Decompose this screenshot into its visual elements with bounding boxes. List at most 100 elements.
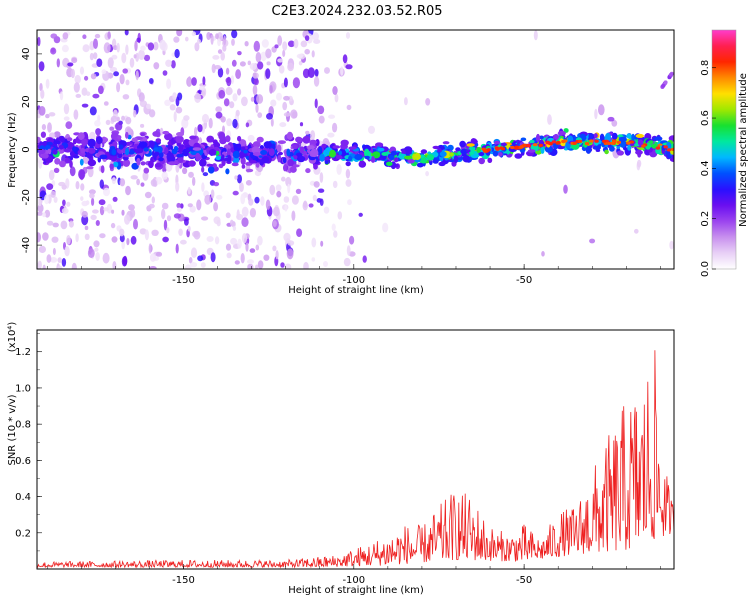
spectrogram-noise-blob bbox=[187, 76, 192, 87]
spectrogram-signal-blob bbox=[125, 147, 130, 156]
spectrogram-noise-blob bbox=[122, 255, 128, 266]
spectrogram-noise-blob bbox=[201, 216, 209, 221]
spectrogram-noise-blob bbox=[42, 232, 49, 241]
spectrogram-y-tick-label: -20 bbox=[21, 189, 32, 205]
spectrogram-noise-blob bbox=[40, 89, 45, 99]
spectrogram-noise-blob bbox=[232, 190, 239, 196]
colorbar-tick-label: 0.8 bbox=[700, 60, 711, 76]
spectrogram-noise-blob bbox=[46, 254, 52, 263]
spectrogram-signal-blob bbox=[296, 155, 306, 163]
spectrogram-noise-blob bbox=[210, 252, 216, 263]
spectrogram-noise-blob bbox=[41, 124, 47, 131]
spectrogram-noise-blob bbox=[293, 38, 299, 49]
spectrogram-noise-blob bbox=[50, 190, 56, 198]
spectrogram-noise-blob bbox=[184, 218, 189, 226]
spectrogram-noise-blob bbox=[125, 44, 129, 55]
spectrogram-y-axis-label: Frequency (Hz) bbox=[7, 112, 18, 188]
spectrogram-signal-blob bbox=[69, 160, 73, 168]
spectrogram-noise-blob bbox=[162, 70, 168, 76]
spectrogram-noise-blob bbox=[252, 72, 257, 78]
spectrogram-noise-blob bbox=[112, 196, 118, 202]
spectrogram-noise-blob bbox=[225, 243, 232, 251]
spectrogram-noise-blob bbox=[138, 49, 145, 60]
spectrogram-noise-blob bbox=[279, 122, 287, 128]
spectrogram-noise-blob bbox=[103, 101, 109, 106]
spectrogram-noise-blob bbox=[287, 62, 294, 72]
spectrogram-signal-blob bbox=[158, 151, 164, 158]
spectrogram-noise-blob bbox=[176, 30, 183, 37]
spectrogram-noise-blob bbox=[286, 248, 294, 260]
spectrogram-noise-blob bbox=[116, 42, 120, 53]
spectrogram-noise-blob bbox=[93, 38, 98, 49]
spectrogram-noise-blob bbox=[225, 87, 233, 96]
spectrogram-signal-blob bbox=[168, 161, 177, 166]
spectrogram-noise-blob bbox=[275, 184, 282, 192]
spectrogram-signal-band bbox=[37, 127, 674, 175]
spectrogram-signal-blob bbox=[207, 166, 215, 174]
spectrogram-signal-blob bbox=[125, 131, 129, 139]
spectrogram-noise-blob bbox=[307, 67, 315, 78]
spectrogram-peak-blob bbox=[519, 145, 524, 149]
spectrogram-noise-blob bbox=[295, 188, 302, 194]
spectrogram-noise-blob bbox=[220, 116, 226, 123]
spectrogram-signal-blob bbox=[147, 140, 155, 148]
spectrogram-noise-blob bbox=[304, 35, 310, 41]
spectrogram-noise-blob bbox=[343, 257, 351, 267]
spectrogram-signal-blob bbox=[164, 132, 173, 141]
spectrogram-noise-blob bbox=[201, 182, 205, 193]
snr-y-tick-label: 0.4 bbox=[15, 492, 31, 503]
spectrogram-signal-blob bbox=[278, 151, 283, 156]
spectrogram-signal-blob bbox=[155, 138, 162, 143]
spectrogram-noise-blob bbox=[331, 223, 336, 231]
spectrogram-noise-blob bbox=[171, 60, 176, 69]
spectrogram-signal-blob bbox=[241, 164, 246, 169]
spectrogram-noise-blob bbox=[192, 176, 196, 186]
spectrogram-noise-blob bbox=[92, 209, 99, 214]
spectrogram-noise-blob bbox=[121, 209, 125, 216]
spectrogram-signal-blob bbox=[243, 149, 248, 154]
spectrogram-noise-blob bbox=[78, 169, 86, 180]
spectrogram-signal-blob bbox=[225, 135, 231, 143]
spectrogram-signal-blob bbox=[277, 155, 282, 163]
spectrogram-noise-blob bbox=[101, 69, 107, 75]
spectrogram-noise-blob bbox=[140, 182, 145, 187]
spectrogram-noise-blob bbox=[241, 217, 249, 228]
snr-y-tick-label: 0.8 bbox=[15, 420, 31, 431]
spectrogram-signal-blob bbox=[221, 154, 225, 161]
spectrogram-noise-blob bbox=[89, 131, 96, 142]
spectrogram-signal-blob bbox=[283, 164, 287, 172]
spectrogram-signal-blob bbox=[332, 145, 341, 149]
spectrogram-noise-blob bbox=[337, 211, 343, 220]
spectrogram-noise-blob bbox=[237, 88, 242, 96]
spectrogram-noise-blob bbox=[232, 225, 237, 231]
spectrogram-signal-blob bbox=[442, 141, 450, 145]
spectrogram-noise-blob bbox=[147, 42, 155, 51]
spectrogram-noise-blob bbox=[217, 38, 221, 47]
spectrogram-noise-blob bbox=[103, 42, 111, 54]
spectrogram-noise-blob bbox=[119, 228, 125, 237]
spectrogram-signal-blob bbox=[167, 144, 172, 150]
spectrogram-noise-blob bbox=[125, 185, 131, 196]
spectrogram-signal-blob bbox=[239, 151, 245, 159]
spectrogram-noise-blob bbox=[255, 244, 260, 251]
spectrogram-noise-blob bbox=[56, 58, 60, 68]
spectrogram-signal-blob bbox=[438, 161, 446, 167]
spectrogram-y-tick-label: 0 bbox=[21, 146, 32, 152]
spectrogram-noise-blob bbox=[71, 262, 77, 269]
spectrogram-signal-blob bbox=[666, 150, 671, 157]
spectrogram-noise-blob bbox=[589, 238, 596, 244]
spectrogram-noise-blob bbox=[81, 210, 88, 218]
spectrogram-noise-blob bbox=[166, 215, 172, 222]
spectrogram-noise-blob bbox=[122, 94, 130, 100]
spectrogram-peak-blob bbox=[533, 143, 538, 147]
spectrogram-noise-blob bbox=[165, 59, 172, 67]
spectrogram-signal-blob bbox=[527, 149, 536, 153]
spectrogram-noise-blob bbox=[533, 30, 538, 41]
spectrogram-noise-blob bbox=[607, 116, 615, 122]
spectrogram-noise-blob bbox=[62, 199, 66, 206]
spectrogram-signal-blob bbox=[189, 135, 197, 140]
spectrogram-noise-blob bbox=[75, 233, 79, 243]
spectrogram-noise-blob bbox=[193, 230, 201, 240]
spectrogram-noise-blob bbox=[290, 109, 298, 119]
spectrogram-noise-blob bbox=[311, 237, 317, 248]
